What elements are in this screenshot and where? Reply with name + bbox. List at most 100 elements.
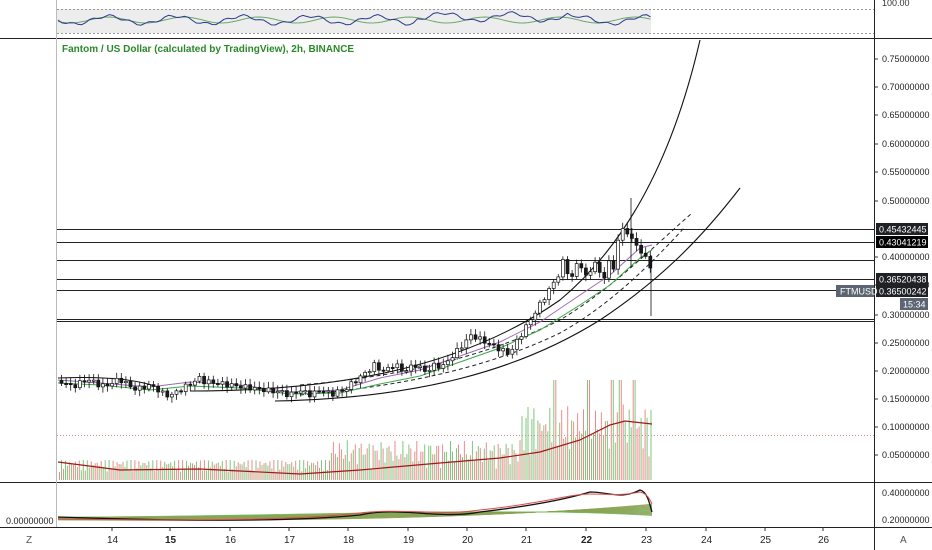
volume-bar — [190, 462, 191, 480]
candle-body — [643, 252, 648, 257]
volume-bar — [285, 462, 287, 480]
volume-bar — [406, 454, 408, 480]
volume-bar — [589, 380, 590, 480]
candle-body — [87, 379, 91, 383]
indicator-pane-bottom[interactable]: 0.00000000 0.40000000 0.20000000 — [6, 488, 930, 526]
volume-bar — [108, 460, 110, 480]
candle-body — [197, 376, 202, 382]
price-axis-label: 0.25000000 — [882, 338, 930, 348]
volume-bar — [110, 469, 112, 480]
volume-bar — [384, 462, 386, 480]
volume-bar — [408, 444, 410, 480]
volume-bar — [598, 433, 600, 480]
volume-bar — [591, 438, 592, 480]
volume-bar — [485, 442, 487, 480]
candle-body — [243, 384, 248, 389]
volume-bar — [509, 464, 511, 480]
candle-body — [455, 348, 459, 359]
volume-bar — [299, 460, 301, 480]
volume-bar — [410, 448, 412, 480]
price-axis[interactable]: 0.75000000 0.70000000 0.65000000 0.60000000… — [836, 54, 930, 460]
price-badge[interactable] — [876, 273, 928, 285]
volume-bar — [344, 454, 346, 480]
candle-body — [556, 276, 561, 283]
price-badge[interactable] — [876, 223, 928, 235]
volume-bar — [184, 468, 186, 480]
candle-body — [340, 389, 344, 392]
candle-body — [363, 372, 367, 377]
volume-bar — [255, 460, 257, 480]
volume-bar — [626, 442, 628, 480]
volume-bar — [116, 462, 118, 480]
candle-body — [597, 261, 602, 273]
candle-body — [183, 383, 188, 392]
volume-bar — [327, 470, 328, 480]
volume-bar — [68, 462, 70, 480]
indicator-pane-top[interactable]: 100.00 — [57, 0, 910, 34]
volume-bar — [317, 461, 319, 480]
arc-lower-curve[interactable] — [274, 187, 741, 402]
volume-bar — [465, 454, 467, 480]
candle-body — [170, 393, 174, 398]
volume-bar — [102, 468, 104, 480]
volume-bar — [259, 461, 261, 480]
volume-bar — [96, 462, 98, 480]
volume-bar — [596, 429, 598, 480]
candle-body — [616, 239, 620, 270]
volume-bar — [495, 468, 497, 480]
volume-bar — [541, 430, 543, 480]
candle-body — [524, 324, 528, 337]
candle-body — [570, 273, 574, 277]
volume-bar — [205, 470, 207, 480]
timezone-button[interactable]: Z — [26, 535, 33, 546]
price-axis-label: 0.65000000 — [882, 110, 930, 120]
volume-bar — [636, 428, 638, 480]
volume-bar — [241, 464, 243, 480]
auto-scale-button[interactable]: A — [900, 535, 907, 546]
volume-bar — [610, 380, 612, 480]
candle-body — [225, 381, 229, 388]
arc-upper-curve[interactable] — [189, 39, 701, 392]
volume-bar — [334, 453, 336, 480]
candle-body — [151, 384, 156, 387]
volume-bar — [579, 431, 581, 480]
volume-bar — [479, 447, 481, 480]
volume-bar — [65, 460, 66, 480]
volume-bar — [251, 460, 253, 480]
candle-body — [202, 376, 206, 385]
symbol-badge[interactable] — [836, 285, 874, 297]
volume-bar — [440, 467, 442, 480]
candle-body — [160, 390, 165, 393]
candle-body — [349, 381, 354, 390]
volume-bar — [557, 445, 559, 480]
time-axis[interactable]: 14 15 16 17 18 19 20 21 22 23 24 25 26 — [107, 527, 830, 546]
candle-body — [390, 367, 395, 369]
volume-bar — [170, 462, 172, 480]
time-axis-label: 25 — [760, 535, 772, 546]
candle-body — [528, 319, 533, 326]
volume-bar — [158, 469, 160, 480]
volume-bar — [372, 445, 374, 480]
volume-bar — [513, 450, 515, 480]
price-pane[interactable] — [57, 39, 874, 480]
volume-bar — [72, 464, 74, 480]
candle-body — [68, 383, 73, 386]
volume-bar — [565, 437, 567, 480]
candle-body — [574, 263, 579, 277]
volume-bar — [593, 434, 594, 480]
volume-bar — [106, 471, 108, 480]
volume-bar — [523, 450, 525, 480]
volume-bar — [416, 441, 418, 480]
volume-bar — [311, 462, 313, 480]
price-badge[interactable] — [876, 285, 928, 297]
volume-bar — [380, 442, 382, 480]
volume-bar — [634, 380, 636, 480]
price-badge[interactable] — [876, 236, 928, 248]
volume-bar — [342, 458, 344, 480]
volume-bar — [446, 451, 448, 480]
countdown-badge — [900, 298, 928, 310]
volume-bar — [612, 380, 614, 480]
volume-bar — [287, 464, 289, 480]
volume-bar — [535, 449, 537, 480]
